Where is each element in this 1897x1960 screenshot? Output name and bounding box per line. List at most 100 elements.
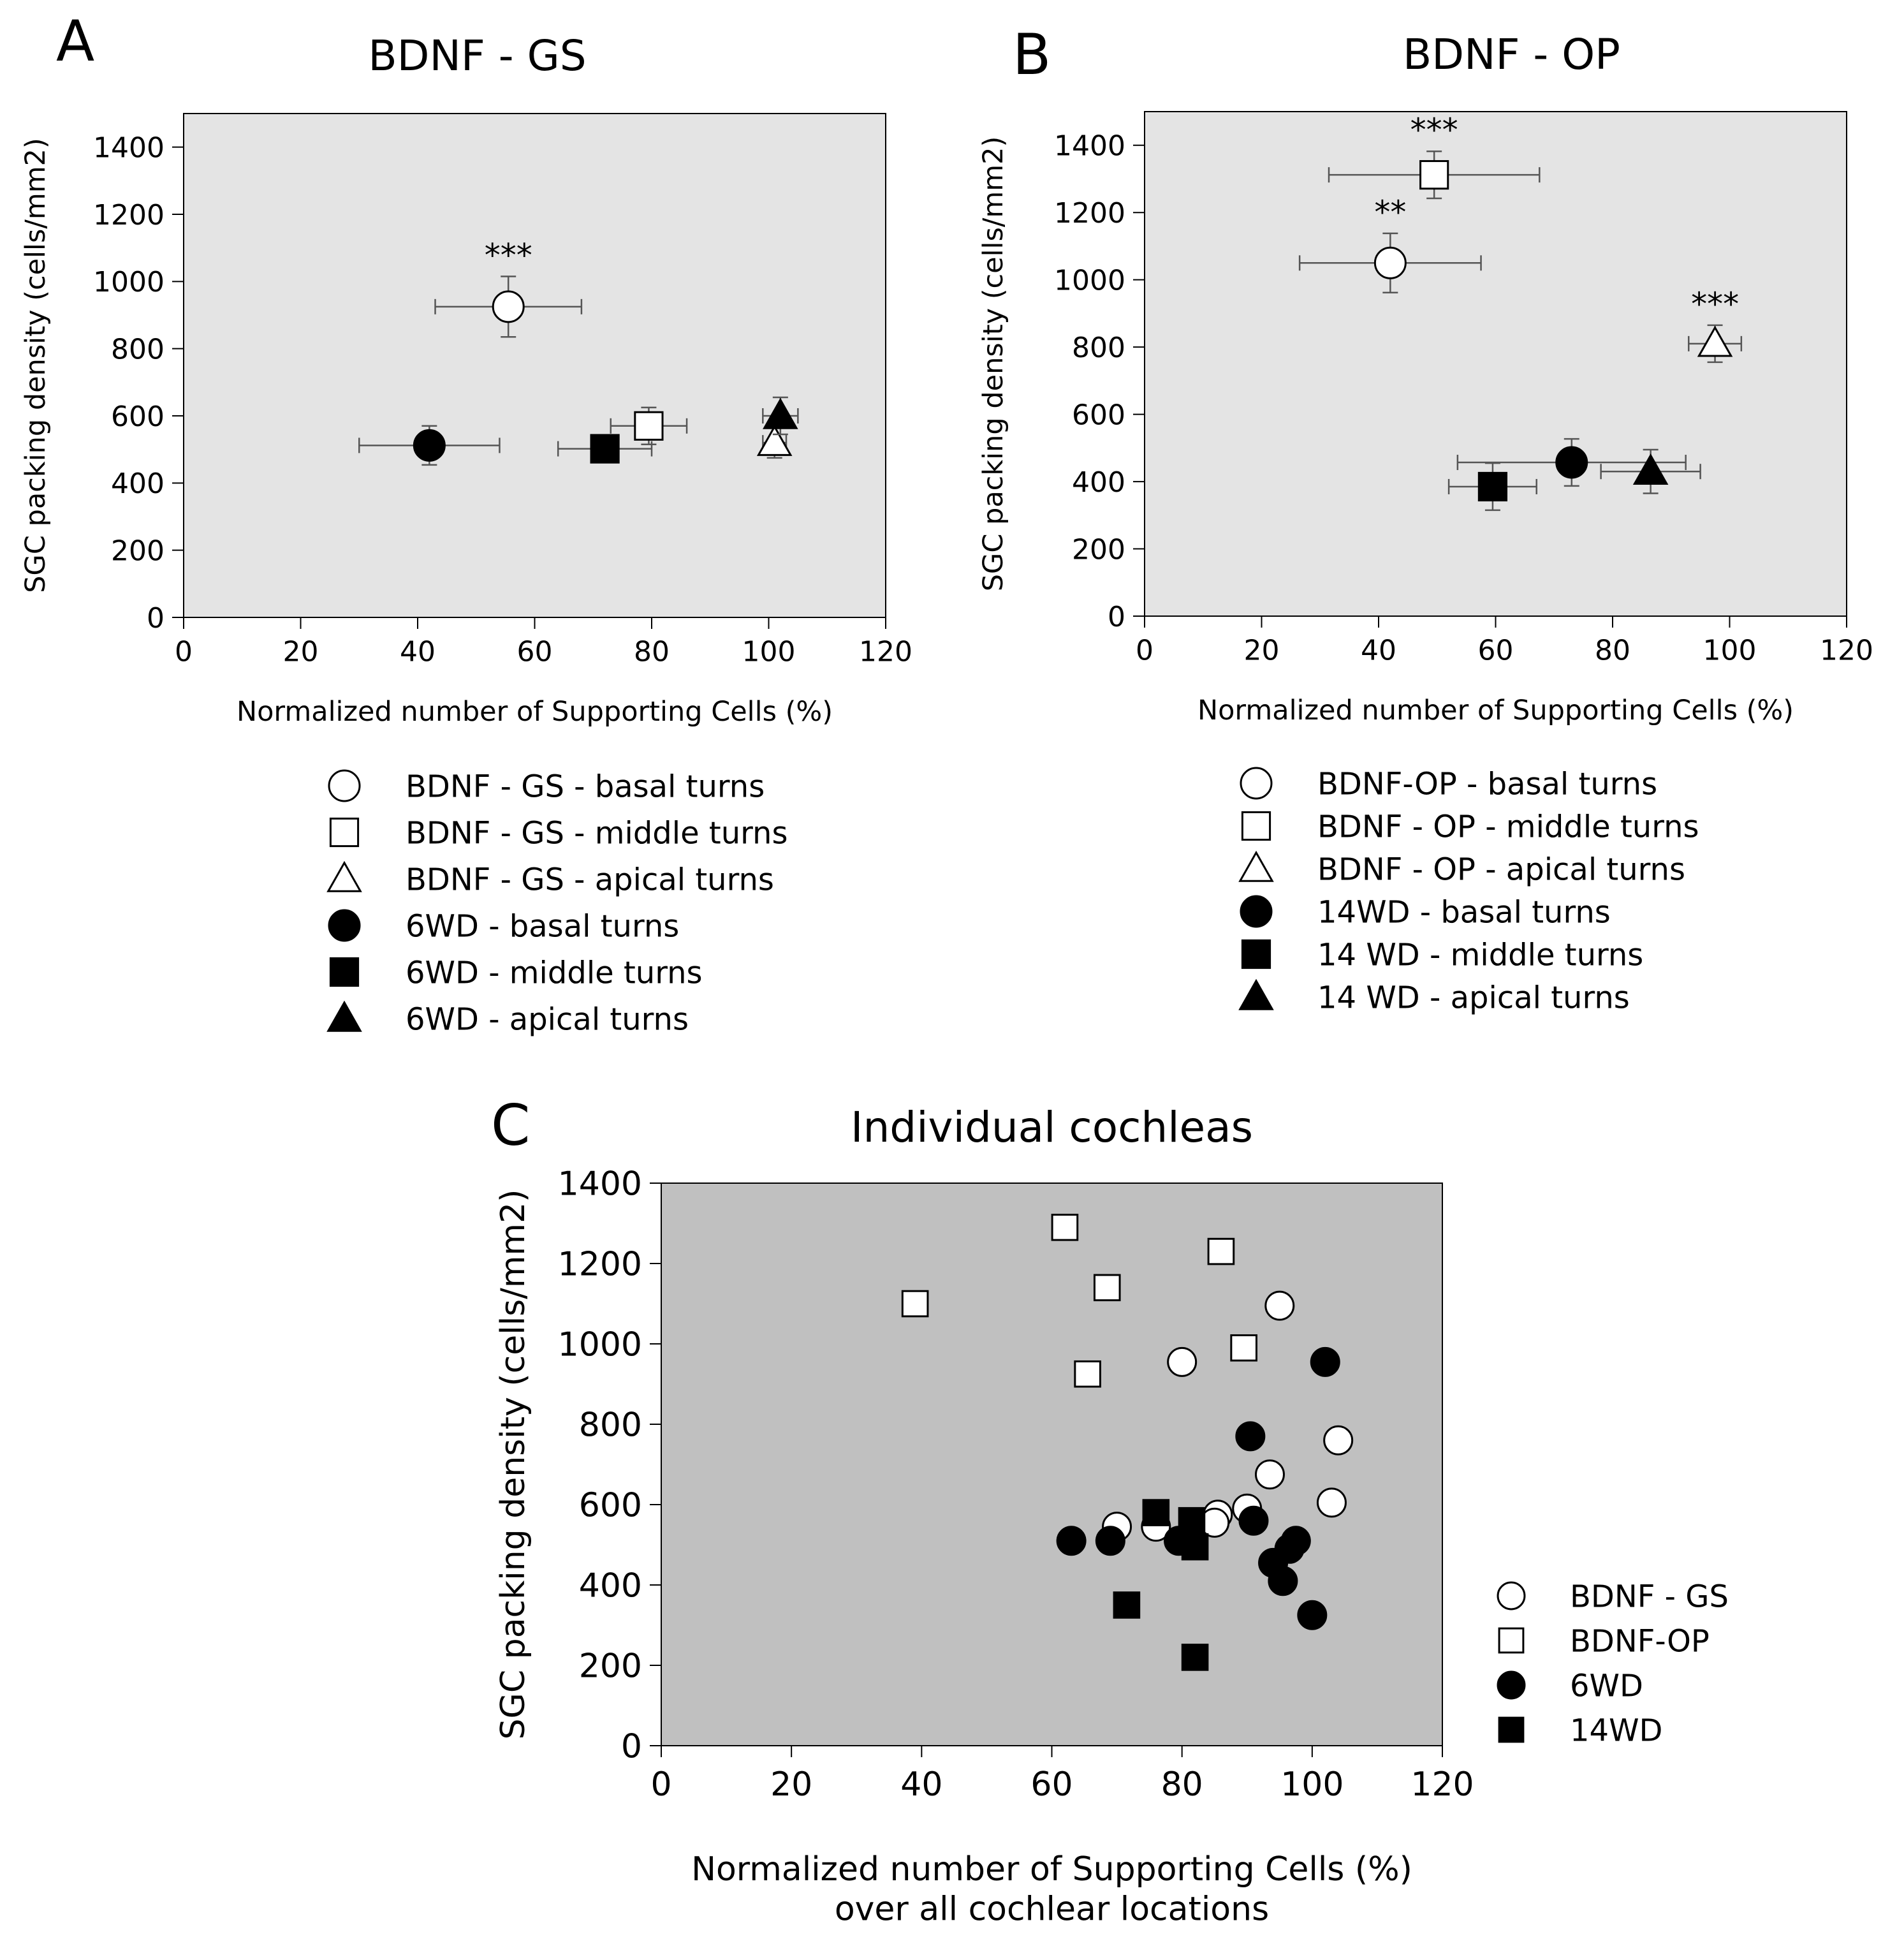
panel-b-x-axis-label: Normalized number of Supporting Cells (%… [1198,695,1794,726]
panel-a-ytick-label: 1400 [93,132,165,165]
panel-b-plot-area [1144,111,1847,617]
panel-a-title: BDNF - GS [368,31,586,80]
panel-c-point-bdnf-op [1207,1237,1235,1265]
panel-b-xtick-label: 120 [1820,635,1873,667]
panel-b-ytick-label: 800 [1072,332,1125,364]
panel-c-point-bdnf-gs [1316,1487,1347,1518]
panel-c-point-14wd [1142,1499,1170,1526]
panel-a-ytick-label: 800 [111,334,165,366]
panel-a-chart: BDNF - GS 0 200 400 600 800 1000 1200 1400 0 20 40 6… [20,31,912,1037]
panel-a-legend-marker-6wd-middle-turns [329,957,360,987]
panel-a-legend-label: 6WD - middle turns [406,955,703,991]
panel-b-legend-marker-bdnf-op-middle-turns [1241,811,1271,841]
panel-c-point-14wd [1178,1507,1206,1535]
panel-c-point-bdnf-gs [1264,1290,1295,1321]
panel-b-legend-marker-14wd-basal-turns [1240,895,1273,928]
panel-a-legend-marker-bdnf-gs-basal-turns [328,769,361,802]
panel-b-y-axis-label: SGC packing density (cells/mm2) [978,136,1009,592]
panel-c-xtick-label: 60 [1030,1765,1073,1804]
panel-b-ytick-label: 1400 [1054,130,1125,163]
panel-a-point-bdnf-gs-basal-turns [492,290,525,323]
panel-label-b: B [1013,22,1051,87]
panel-a-ytick-label: 1000 [93,266,165,298]
panel-c-title: Individual cochleas [851,1103,1253,1152]
panel-a-xtick-label: 40 [400,636,436,668]
panel-label-c: C [491,1093,530,1158]
panel-c-point-bdnf-op [1051,1214,1079,1241]
panel-b-ytick-label: 0 [1108,601,1125,633]
panel-a-point-6wd-middle-turns [590,434,620,464]
panel-b-xtick-label: 80 [1595,635,1630,667]
panel-c-point-6wd [1297,1600,1328,1630]
panel-b-chart: BDNF - OP 0 200 400 600 800 1000 1200 1400 0 20 40 6… [978,30,1873,1015]
panel-c-point-bdnf-op [1074,1360,1101,1388]
panel-a-legend-label: BDNF - GS - apical turns [406,862,774,897]
panel-b-significance-label: ** [1374,194,1406,231]
panel-b-legend-label: BDNF - OP - middle turns [1317,809,1699,844]
panel-a-legend-label: 6WD - basal turns [406,908,679,944]
panel-a-significance-label: *** [485,237,532,274]
panel-c-point-bdnf-op [1093,1274,1121,1302]
panel-a-legend-marker-6wd-apical-turns [326,1000,362,1032]
panel-c-ytick-label: 1400 [558,1165,642,1204]
panel-c-x-axis-label: Normalized number of Supporting Cells (%… [691,1850,1412,1889]
panel-c-point-6wd [1238,1505,1269,1536]
panel-c-legend-marker-6wd [1497,1670,1526,1700]
panel-b-legend-marker-bdnf-op-basal-turns [1240,767,1273,800]
panel-b-ytick-label: 600 [1072,399,1125,431]
panel-c-legend-label: 14WD [1570,1713,1663,1748]
panel-b-point-14-wd-middle-turns [1477,471,1508,502]
panel-c-point-6wd [1056,1526,1087,1556]
panel-c-point-6wd [1310,1346,1340,1377]
panel-c-legend-label: BDNF-OP [1570,1623,1710,1659]
panel-c-point-bdnf-gs [1167,1346,1198,1377]
panel-b-legend-label: 14 WD - middle turns [1317,937,1643,973]
panel-a-legend-label: BDNF - GS - basal turns [406,769,765,804]
panel-b-legend-marker-14-wd-middle-turns [1241,939,1271,969]
panel-c-chart: Individual cochleas020040060080010001200… [494,1103,1729,1928]
panel-c-legend-marker-bdnf-gs [1497,1581,1526,1610]
panel-c-plot-area [661,1183,1443,1746]
panel-c-ytick-label: 600 [579,1487,642,1525]
panel-b-legend-label: BDNF-OP - basal turns [1317,766,1657,802]
panel-a-legend-label: BDNF - GS - middle turns [406,815,787,851]
panel-a-xtick-label: 80 [634,636,670,668]
panel-a-plot-area [183,113,886,618]
panel-b-legend-label: 14WD - basal turns [1317,894,1611,930]
panel-a-ytick-label: 400 [111,468,165,500]
panel-b-ytick-label: 400 [1072,466,1125,499]
panel-label-a: A [56,8,94,74]
panel-a-y-axis-label: SGC packing density (cells/mm2) [20,138,52,593]
panel-b-ytick-label: 1000 [1054,265,1125,297]
panel-a-xtick-label: 20 [283,636,319,668]
panel-b-point-bdnf-op-middle-turns [1419,160,1449,190]
panel-b-ytick-label: 1200 [1054,197,1125,230]
panel-b-point-14-wd-apical-turns [1632,453,1669,485]
panel-a-legend-marker-bdnf-gs-apical-turns [326,860,362,892]
panel-b-point-bdnf-op-basal-turns [1373,246,1407,279]
panel-a-point-6wd-basal-turns [413,429,446,462]
panel-a-ytick-label: 0 [147,602,165,635]
panel-c-point-14wd [1181,1644,1209,1671]
panel-c-ytick-label: 1200 [558,1246,642,1284]
panel-c-xtick-label: 100 [1280,1765,1344,1804]
panel-c-xtick-label: 120 [1410,1765,1474,1804]
panel-a-x-axis-label: Normalized number of Supporting Cells (%… [237,696,833,728]
panel-c-x-axis-label-2: over all cochlear locations [835,1890,1269,1928]
panel-c-legend-label: BDNF - GS [1570,1579,1729,1614]
panel-c-y-axis-label: SGC packing density (cells/mm2) [494,1190,532,1740]
panel-b-xtick-label: 100 [1703,635,1757,667]
panel-c-point-6wd [1280,1526,1311,1556]
panel-a-xtick-label: 60 [517,636,553,668]
panel-b-point-14wd-basal-turns [1555,446,1588,479]
panel-c-legend-marker-14wd [1498,1716,1525,1743]
panel-c-point-14wd [1181,1533,1209,1561]
panel-a-ytick-label: 1200 [93,199,165,232]
panel-c-legend-label: 6WD [1570,1668,1643,1704]
panel-b-significance-label: *** [1691,286,1739,323]
panel-c-ytick-label: 200 [579,1647,642,1686]
panel-b-legend-marker-bdnf-op-apical-turns [1238,850,1274,882]
panel-c-point-bdnf-op [1230,1334,1257,1362]
panel-a-ytick-label: 600 [111,401,165,433]
